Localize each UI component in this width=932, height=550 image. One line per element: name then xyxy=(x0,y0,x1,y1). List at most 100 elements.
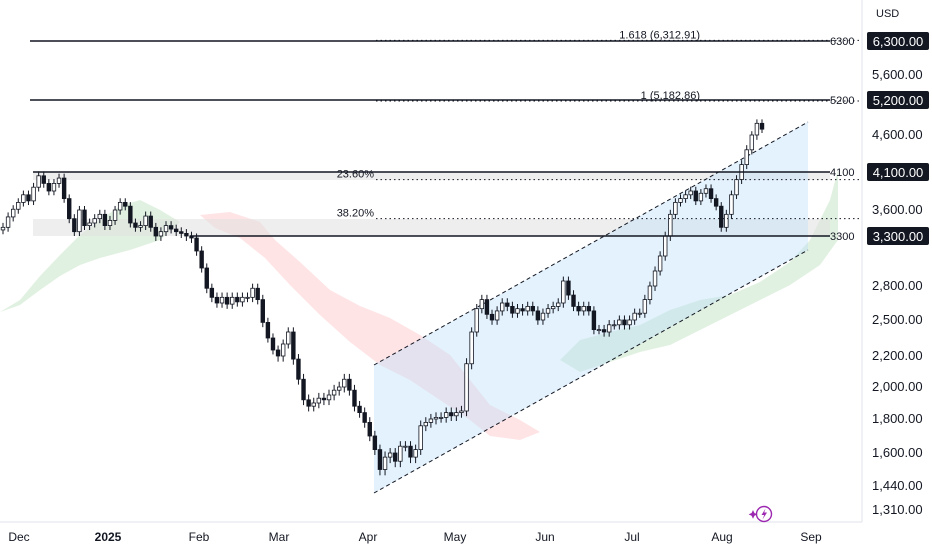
price-badge: 4,100.00 xyxy=(867,163,929,181)
candle-body-up xyxy=(474,308,479,333)
candle-body-down xyxy=(601,329,607,333)
candle xyxy=(719,202,724,232)
candle-body-up xyxy=(642,299,648,314)
candle xyxy=(428,413,434,428)
candle xyxy=(21,190,26,207)
currency-label: USD xyxy=(876,8,899,20)
candle xyxy=(622,315,627,330)
candle-body-up xyxy=(387,452,393,458)
channel-lower-line xyxy=(373,249,809,494)
candle-body-down xyxy=(489,313,495,321)
candle xyxy=(280,339,286,362)
level-label-4100: 4100 xyxy=(830,167,854,179)
candle xyxy=(56,173,62,188)
candle-body-up xyxy=(92,218,97,224)
y-tick-label: 2,500.00 xyxy=(872,312,923,327)
candle xyxy=(423,417,428,432)
candle-body-down xyxy=(408,445,413,458)
candle xyxy=(240,292,245,307)
candle-body-up xyxy=(97,213,102,220)
candle xyxy=(540,308,546,325)
candle-body-up xyxy=(749,134,755,151)
candle xyxy=(606,320,612,337)
candle-body-up xyxy=(459,410,464,414)
candle-body-up xyxy=(0,226,6,231)
candle xyxy=(382,451,388,476)
candle-body-up xyxy=(138,225,143,228)
candle-body-down xyxy=(168,225,174,230)
price-badge: 6,300.00 xyxy=(867,32,929,50)
candle xyxy=(433,412,439,425)
candle xyxy=(306,394,311,412)
level-label-6300: 6300 xyxy=(830,36,854,48)
candle-body-up xyxy=(698,192,704,202)
x-tick-label: Aug xyxy=(711,530,732,544)
candle xyxy=(581,301,586,316)
candle xyxy=(571,290,576,312)
candle xyxy=(703,184,709,198)
candle xyxy=(138,221,143,232)
fib-label: 1 (5,182.86) xyxy=(641,90,700,102)
candle xyxy=(510,301,515,318)
candle xyxy=(729,190,734,219)
candle-body-up xyxy=(31,186,36,202)
candle xyxy=(479,294,485,314)
candle xyxy=(489,309,495,325)
candle-body-up xyxy=(550,305,556,310)
candle-body-down xyxy=(41,175,46,184)
candle-body-up xyxy=(382,456,388,470)
candle-body-up xyxy=(219,296,225,304)
candle xyxy=(31,182,36,206)
candle xyxy=(26,190,31,206)
candle xyxy=(82,205,87,231)
candle-body-down xyxy=(586,305,592,312)
candle-body-down xyxy=(591,310,597,330)
candle-body-up xyxy=(545,308,551,314)
candle-body-down xyxy=(296,358,301,380)
candle xyxy=(184,229,189,241)
candle xyxy=(393,448,398,468)
candle xyxy=(449,407,454,422)
candle-body-up xyxy=(688,190,693,196)
y-tick-label: 4,600.00 xyxy=(872,127,923,142)
candle xyxy=(133,218,138,232)
candle-body-down xyxy=(321,397,327,401)
candle xyxy=(296,354,301,385)
candle-body-up xyxy=(464,363,469,412)
candle xyxy=(179,227,184,238)
candle xyxy=(67,194,72,224)
candle xyxy=(576,301,581,316)
candle-body-up xyxy=(143,215,148,227)
candle-body-up xyxy=(617,319,622,326)
candle-body-down xyxy=(184,232,189,237)
y-tick-label: 1,600.00 xyxy=(872,445,923,460)
support-resistance-zones xyxy=(33,172,830,236)
candle xyxy=(214,292,220,308)
candle-body-down xyxy=(535,310,541,321)
lightning-icon[interactable] xyxy=(748,505,773,523)
candle-body-up xyxy=(729,194,734,215)
candle-body-up xyxy=(418,425,423,450)
candle xyxy=(163,221,169,237)
time-axis[interactable]: Dec 2025 Feb Mar Apr May Jun Jul Aug Sep xyxy=(0,521,862,544)
candle-body-down xyxy=(347,378,352,391)
candle xyxy=(596,324,602,335)
candle-body-down xyxy=(505,302,510,307)
candle-body-up xyxy=(326,394,332,401)
y-tick-label: 1,440.00 xyxy=(872,478,923,493)
candle xyxy=(759,119,765,134)
bullish-cloud-right xyxy=(560,170,838,372)
candle-body-up xyxy=(286,331,291,345)
candle-body-up xyxy=(240,296,245,303)
candle-body-down xyxy=(255,287,260,300)
candle-body-down xyxy=(357,405,362,414)
candle-body-up xyxy=(744,149,749,166)
candle xyxy=(627,315,632,330)
candle xyxy=(77,205,82,237)
candle-body-up xyxy=(10,208,16,218)
candle xyxy=(744,145,749,170)
candle xyxy=(367,417,372,442)
price-axis[interactable]: 6,300.00 5,600.00 5,200.00 4,600.00 4,100.00… xyxy=(861,0,923,522)
candle xyxy=(168,221,174,234)
